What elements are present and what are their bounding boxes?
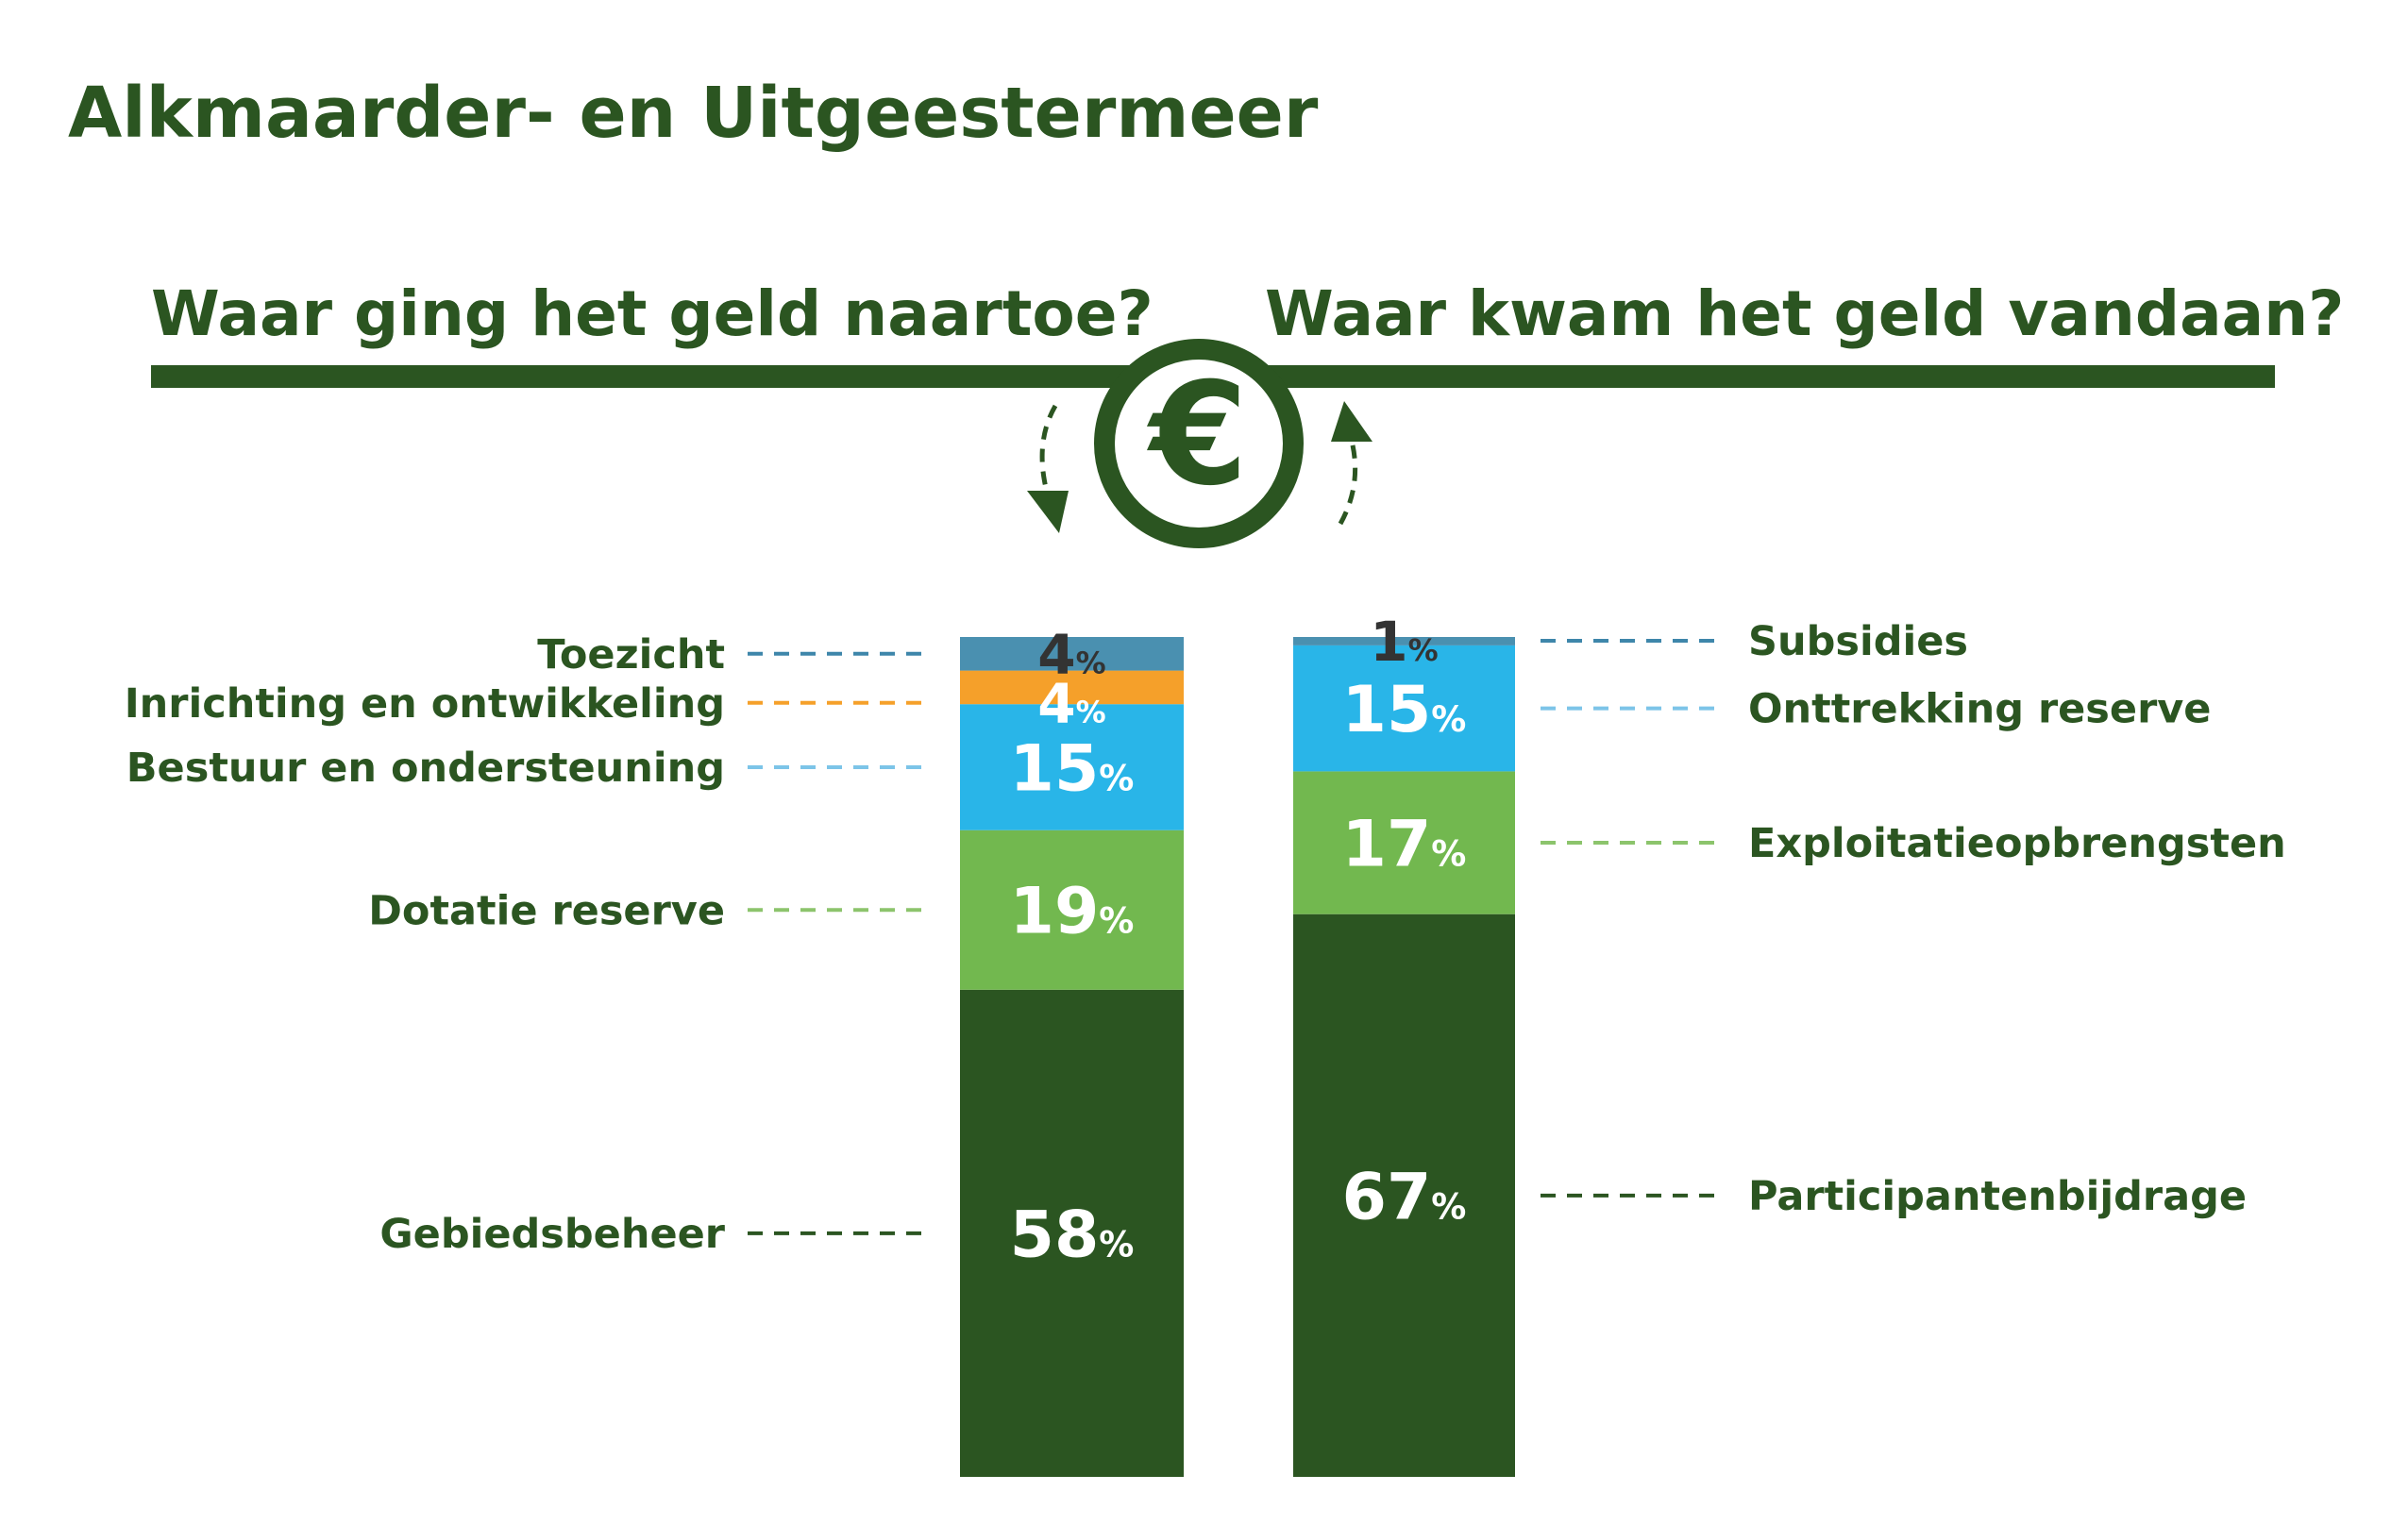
bar-segment-left-3 — [960, 670, 1184, 705]
value-number: 1 — [1370, 610, 1407, 674]
category-label-left-4: Toezicht — [537, 631, 725, 679]
value-label-right-1: 17% — [1342, 808, 1467, 882]
left-question: Waar ging het geld naartoe? — [151, 277, 1153, 350]
value-unit: % — [1076, 695, 1106, 730]
value-unit: % — [1099, 901, 1134, 942]
value-label-right-0: 67% — [1342, 1160, 1467, 1234]
bar-segment-left-4 — [960, 637, 1184, 671]
header-rule-left — [151, 365, 1142, 388]
value-unit: % — [1099, 758, 1134, 798]
header-rule-right — [1265, 365, 2275, 388]
euro-symbol: € — [1147, 353, 1248, 517]
category-label-left-0: Gebiedsbeheer — [379, 1211, 725, 1258]
value-number: 4 — [1037, 623, 1075, 687]
category-label-right-3: Subsidies — [1748, 618, 1968, 665]
value-label-left-1: 19% — [1010, 875, 1135, 949]
flow-arrow-up-icon — [1331, 401, 1372, 526]
value-unit: % — [1099, 1224, 1134, 1265]
value-label-left-2: 15% — [1010, 731, 1135, 806]
value-label-left-0: 58% — [1010, 1198, 1135, 1272]
category-label-left-2: Bestuur en ondersteuning — [126, 745, 725, 792]
category-label-left-3: Inrichting en ontwikkeling — [125, 680, 725, 728]
value-number: 15 — [1342, 673, 1432, 747]
euro-circle — [1094, 339, 1304, 548]
bar-segment-right-1 — [1293, 771, 1515, 914]
value-number: 4 — [1037, 672, 1075, 736]
bar-segment-left-1 — [960, 830, 1184, 990]
bar-segment-left-0 — [960, 989, 1184, 1477]
bar-segment-left-2 — [960, 704, 1184, 830]
bar-segment-right-2 — [1293, 645, 1515, 772]
category-label-right-2: Onttrekking reserve — [1748, 686, 2211, 733]
value-unit: % — [1431, 699, 1466, 740]
bar-segment-right-3 — [1293, 637, 1515, 645]
value-unit: % — [1408, 632, 1439, 668]
value-label-right-2: 15% — [1342, 673, 1467, 747]
category-label-left-1: Dotatie reserve — [368, 887, 725, 934]
category-label-right-0: Participantenbijdrage — [1748, 1173, 2247, 1220]
right-question: Waar kwam het geld vandaan? — [1265, 277, 2344, 350]
chart-title: Alkmaarder- en Uitgeestermeer — [68, 73, 1319, 154]
flow-arrow-down-icon — [1027, 404, 1069, 533]
euro-icon: € — [1094, 339, 1304, 548]
value-number: 17 — [1342, 808, 1432, 882]
category-label-right-1: Exploitatieopbrengsten — [1748, 820, 2286, 867]
value-number: 67 — [1342, 1160, 1432, 1234]
value-number: 19 — [1010, 875, 1100, 949]
stacked-bars: 58% Gebiedsbeheer 19% Dotatie reserve 15% Bes… — [125, 610, 2286, 1477]
bar-segment-right-0 — [1293, 913, 1515, 1477]
value-unit: % — [1076, 645, 1106, 681]
value-unit: % — [1431, 1186, 1466, 1227]
value-label-right-3: 1% — [1370, 610, 1438, 674]
value-number: 15 — [1010, 731, 1100, 806]
value-unit: % — [1431, 834, 1466, 875]
value-label-left-3: 4% — [1037, 672, 1105, 736]
value-label-left-4: 4% — [1037, 623, 1105, 687]
value-number: 58 — [1010, 1198, 1100, 1272]
